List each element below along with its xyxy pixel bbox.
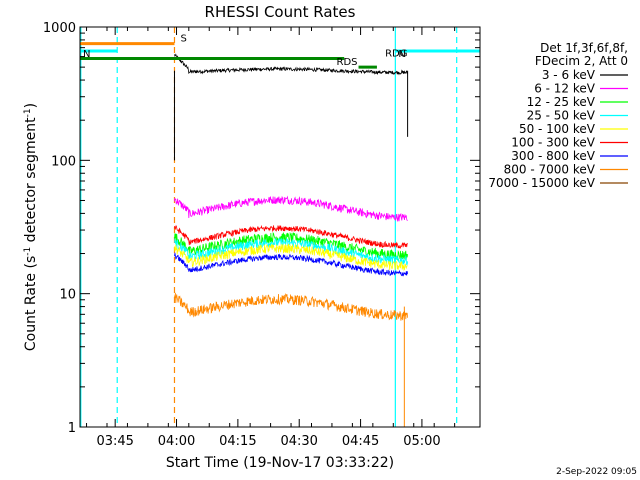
marker-label: S	[180, 34, 186, 45]
legend-entry-label: 50 - 100 keV	[519, 122, 596, 136]
x-axis-label: Start Time (19-Nov-17 03:33:22)	[166, 455, 394, 471]
y-axis: 1 10 100 1000	[43, 21, 480, 436]
x-tick-label: 04:00	[158, 434, 195, 449]
marker-label: N	[83, 49, 90, 60]
x-tick-label: 04:45	[342, 434, 379, 449]
x-tick-label: 04:15	[219, 434, 256, 449]
y-axis-label-sup1: -1	[23, 247, 33, 256]
legend-header-line2: FDecim 2, Att 0	[535, 54, 628, 68]
y-axis-label-sup2: -1	[23, 108, 33, 117]
y-axis-label-part1: Count Rate (s	[23, 256, 39, 351]
y-axis-label-part3: )	[23, 103, 39, 108]
y-tick-label: 1	[68, 421, 76, 436]
legend-entry-label: 7000 - 15000 keV	[488, 176, 595, 190]
x-axis: 03:45 04:00 04:15 04:30 04:45 05:00	[86, 27, 456, 449]
legend-entry-label: 3 - 6 keV	[542, 68, 596, 82]
marker-label: RDS	[337, 57, 358, 68]
series-line	[174, 237, 409, 266]
series-line	[174, 231, 409, 261]
legend-entry-label: 800 - 7000 keV	[504, 163, 596, 177]
marker-label: N	[398, 49, 405, 60]
series-line	[174, 252, 409, 277]
footer-timestamp: 2-Sep-2022 09:05	[556, 467, 637, 477]
series-line	[174, 224, 408, 250]
legend-entry-label: 6 - 12 keV	[534, 82, 596, 96]
y-tick-label: 100	[51, 154, 76, 169]
legend-entry-label: 100 - 300 keV	[511, 136, 595, 150]
series-line	[174, 53, 408, 76]
x-tick-label: 05:00	[403, 434, 440, 449]
legend: Det 1f,3f,6f,8f, FDecim 2, Att 0 3 - 6 k…	[488, 41, 628, 190]
legend-header-line1: Det 1f,3f,6f,8f,	[540, 41, 628, 55]
y-axis-label-part2: detector segment	[23, 117, 39, 247]
marker-label: RDG	[385, 49, 407, 60]
y-axis-label: Count Rate (s-1 detector segment-1)	[23, 103, 39, 351]
legend-entry-label: 300 - 800 keV	[511, 149, 595, 163]
x-tick-label: 03:45	[96, 434, 133, 449]
y-tick-label: 1000	[43, 21, 76, 36]
series-line	[174, 292, 409, 321]
legend-entry-label: 25 - 50 keV	[527, 109, 596, 123]
legend-entry-label: 12 - 25 keV	[527, 95, 596, 109]
series-line	[174, 195, 408, 222]
plot-frame	[79, 26, 481, 428]
x-tick-label: 04:30	[280, 434, 317, 449]
series-line	[174, 243, 408, 271]
chart-title: RHESSI Count Rates	[205, 3, 356, 21]
y-tick-label: 10	[59, 288, 76, 303]
